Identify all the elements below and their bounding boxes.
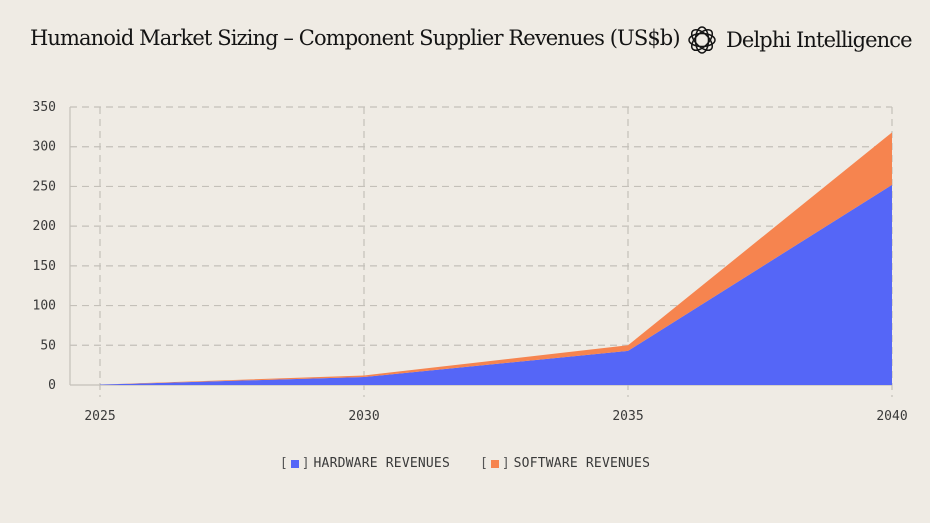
brand-name: Delphi Intelligence <box>726 28 913 52</box>
brand: Delphi Intelligence <box>686 24 913 56</box>
y-tick-label: 150 <box>33 259 56 274</box>
legend-item-software: [] SOFTWARE REVENUES <box>480 456 651 471</box>
area-hardware-revenues <box>100 184 892 385</box>
legend-label-software: SOFTWARE REVENUES <box>513 456 651 471</box>
legend-label-hardware: HARDWARE REVENUES <box>313 456 450 471</box>
y-tick-label: 100 <box>33 299 56 314</box>
area-chart: 0 50 100 150 200 250 300 350 2025 2030 2035 2040 <box>33 100 908 424</box>
x-tick-label: 2025 <box>84 409 115 424</box>
y-tick-label: 250 <box>33 179 56 194</box>
x-tick-label: 2040 <box>876 409 907 424</box>
y-tick-label: 0 <box>48 378 56 393</box>
y-tick-label: 200 <box>33 219 56 234</box>
y-tick-label: 300 <box>33 140 56 155</box>
delphi-logo-icon <box>688 26 716 54</box>
legend-swatch-hardware <box>290 459 299 468</box>
y-tick-label: 350 <box>33 100 56 115</box>
x-tick-label: 2030 <box>348 409 379 424</box>
chart-title: Humanoid Market Sizing – Component Suppl… <box>30 26 681 50</box>
x-tick-label: 2035 <box>612 409 643 424</box>
legend-item-hardware: [] HARDWARE REVENUES <box>279 456 450 471</box>
legend: [] HARDWARE REVENUES [] SOFTWARE REVENUE… <box>0 456 930 471</box>
y-tick-label: 50 <box>40 338 56 353</box>
legend-swatch-software <box>490 459 499 468</box>
